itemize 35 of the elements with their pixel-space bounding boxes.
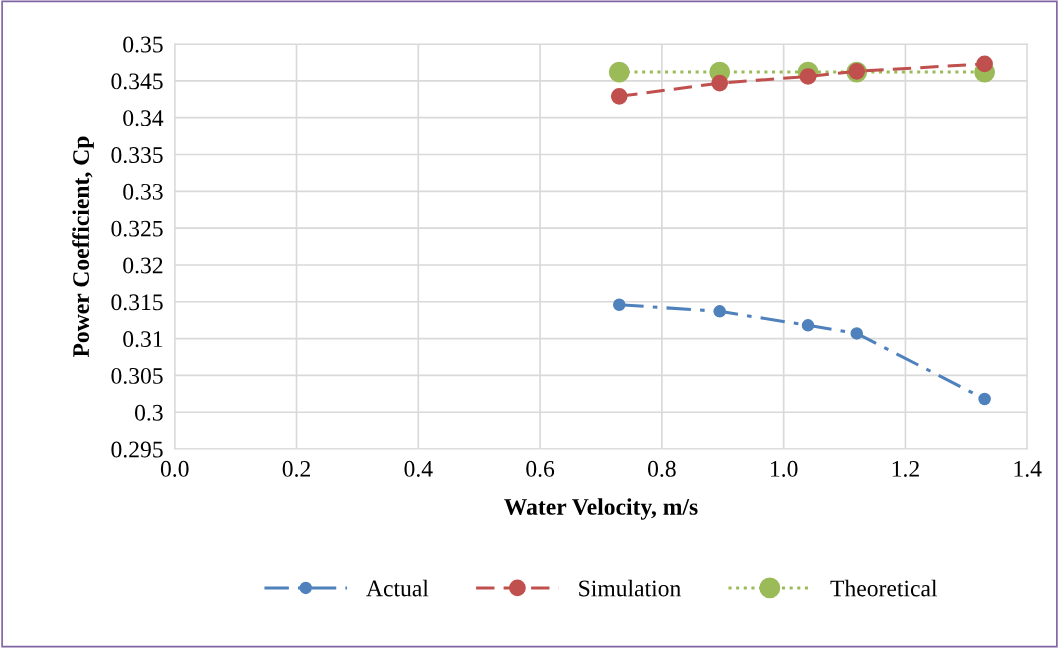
x-axis-title: Water Velocity, m/s — [504, 498, 698, 520]
y-tick-label: 0.325 — [111, 220, 163, 237]
point — [713, 305, 726, 318]
legend-label: Theoretical — [830, 579, 938, 597]
x-tick-label: 1.2 — [892, 460, 919, 477]
y-tick-label: 0.35 — [123, 36, 163, 53]
x-tick-label: 1.4 — [1014, 460, 1042, 477]
x-tick-label: 0.8 — [648, 460, 676, 477]
point — [711, 74, 729, 92]
x-tick-label: 0.4 — [404, 460, 433, 477]
legend-label: Simulation — [579, 579, 681, 597]
y-tick-label: 0.32 — [123, 257, 163, 274]
point — [799, 68, 817, 85]
y-tick-label: 0.295 — [111, 441, 163, 458]
y-tick-label: 0.34 — [123, 110, 164, 127]
legend-label: Actual — [366, 579, 429, 597]
x-tick-label: 0.2 — [282, 460, 310, 477]
y-tick-label: 0.345 — [111, 73, 163, 90]
y-tick-label: 0.33 — [123, 183, 163, 200]
point — [610, 88, 628, 105]
y-tick-label: 0.315 — [111, 294, 163, 311]
point — [976, 55, 993, 73]
point — [978, 392, 991, 406]
x-tick-label: 0.6 — [526, 460, 555, 477]
y-tick-label: 0.305 — [111, 367, 163, 384]
x-tick-label: 0.0 — [160, 460, 189, 477]
point — [612, 298, 626, 311]
x-tick-label: 1.0 — [770, 460, 798, 477]
y-axis-title: Power Coefficient, Cp — [72, 136, 94, 358]
point — [801, 319, 815, 332]
y-tick-label: 0.31 — [123, 331, 163, 348]
y-tick-label: 0.3 — [135, 404, 163, 421]
point — [608, 61, 630, 83]
y-tick-label: 0.335 — [111, 147, 163, 164]
point — [850, 327, 863, 340]
